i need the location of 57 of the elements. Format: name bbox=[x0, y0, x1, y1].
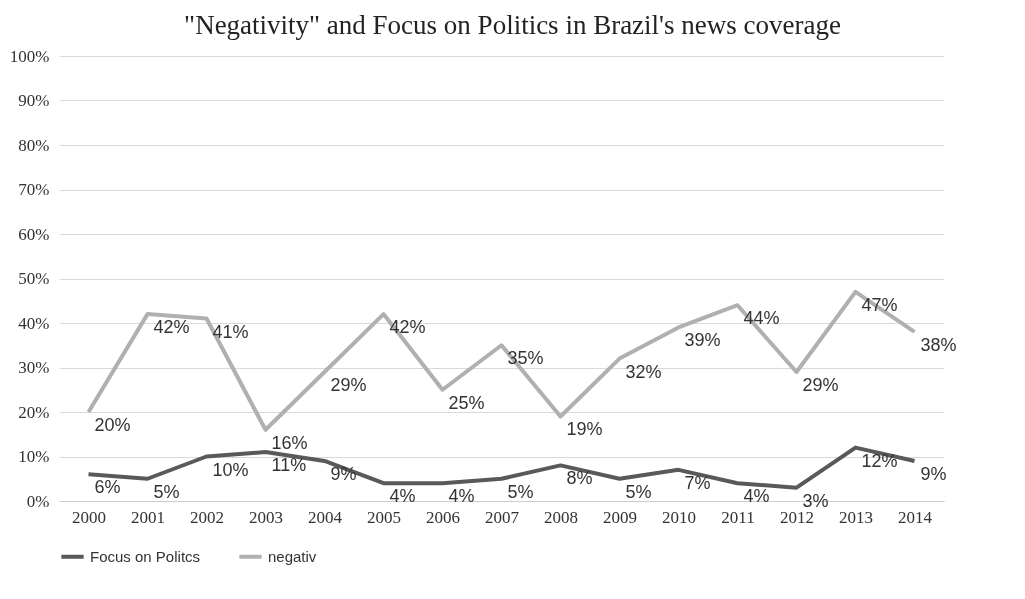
x-tick-label: 2005 bbox=[367, 507, 401, 527]
legend-label: negativ bbox=[268, 547, 317, 565]
data-label: 4% bbox=[389, 486, 416, 507]
data-label: 19% bbox=[566, 419, 603, 440]
y-tick-label: 90% bbox=[18, 91, 50, 110]
data-label: 6% bbox=[94, 477, 121, 498]
x-tick-label: 2004 bbox=[308, 507, 343, 527]
data-label: 44% bbox=[743, 308, 780, 329]
data-label: 9% bbox=[920, 463, 947, 484]
data-label: 20% bbox=[94, 415, 131, 435]
y-tick-label: 30% bbox=[18, 358, 50, 377]
data-label: 8% bbox=[566, 468, 593, 489]
data-label: 5% bbox=[507, 481, 534, 502]
data-label: 29% bbox=[330, 374, 367, 395]
data-label: 47% bbox=[861, 294, 898, 315]
data-label: 9% bbox=[330, 463, 357, 484]
data-label: 38% bbox=[920, 334, 957, 355]
data-label: 29% bbox=[802, 374, 839, 395]
data-label: 11% bbox=[271, 455, 307, 476]
data-label: 4% bbox=[743, 486, 770, 507]
y-tick-label: 70% bbox=[18, 180, 50, 199]
y-tick-label: 100% bbox=[9, 46, 50, 66]
data-label: 12% bbox=[861, 450, 898, 471]
data-label: 10% bbox=[212, 459, 249, 480]
x-tick-label: 2010 bbox=[662, 507, 696, 527]
data-label: 35% bbox=[507, 348, 544, 369]
data-label: 32% bbox=[625, 361, 662, 382]
x-tick-label: 2007 bbox=[485, 507, 520, 527]
data-label: 42% bbox=[153, 317, 190, 338]
data-label: 25% bbox=[448, 392, 485, 413]
x-tick-label: 2014 bbox=[898, 507, 933, 527]
y-tick-label: 10% bbox=[18, 447, 50, 466]
x-tick-label: 2008 bbox=[544, 507, 578, 527]
x-tick-label: 2013 bbox=[839, 507, 873, 527]
x-tick-label: 2006 bbox=[426, 507, 460, 527]
x-tick-label: 2000 bbox=[72, 507, 106, 527]
y-tick-label: 80% bbox=[18, 135, 50, 155]
data-label: 41% bbox=[212, 321, 249, 342]
y-tick-label: 0% bbox=[26, 491, 50, 511]
data-label: 5% bbox=[625, 481, 652, 502]
y-tick-label: 60% bbox=[18, 224, 50, 244]
data-label: 42% bbox=[389, 317, 426, 338]
x-tick-label: 2003 bbox=[249, 507, 283, 527]
data-label: 5% bbox=[153, 481, 180, 502]
x-tick-label: 2002 bbox=[190, 507, 224, 527]
data-label: 7% bbox=[684, 472, 711, 493]
x-tick-label: 2001 bbox=[131, 507, 165, 527]
x-tick-label: 2009 bbox=[603, 507, 637, 527]
legend-label: Focus on Politcs bbox=[90, 547, 201, 565]
data-label: 4% bbox=[448, 486, 475, 507]
x-tick-label: 2011 bbox=[721, 507, 755, 527]
y-tick-label: 20% bbox=[18, 402, 50, 422]
chart-title: "Negativity" and Focus on Politics in Brazil's news coverage bbox=[183, 9, 842, 42]
data-label: 16% bbox=[271, 432, 308, 453]
y-tick-label: 50% bbox=[18, 269, 50, 288]
data-label: 39% bbox=[684, 330, 721, 351]
y-tick-label: 40% bbox=[18, 313, 50, 333]
